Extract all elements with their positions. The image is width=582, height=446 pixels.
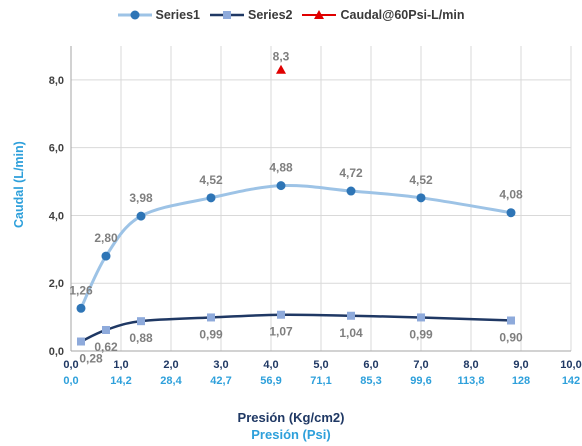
x-tick-label: 4,0 xyxy=(263,359,278,371)
x-tick-label: 6,0 xyxy=(363,359,378,371)
x-tick-label: 7,0 xyxy=(413,359,428,371)
series2-point xyxy=(347,311,355,320)
series3-point xyxy=(276,64,286,74)
series1-data-label: 2,80 xyxy=(94,231,118,245)
x2-tick-label: 85,3 xyxy=(360,375,381,387)
x2-tick-label: 56,9 xyxy=(260,375,281,387)
series1-data-label: 4,88 xyxy=(269,161,293,175)
legend-series1: Series1 xyxy=(117,8,200,22)
y-tick-label: 8,0 xyxy=(49,75,64,87)
series1-point xyxy=(506,208,516,218)
x2-tick-label: 142 xyxy=(562,375,580,387)
legend-series3-label: Caudal@60Psi-L/min xyxy=(340,8,465,22)
series3-data-label: 8,3 xyxy=(273,50,290,64)
series1-point xyxy=(101,251,111,261)
legend-series1-swatch xyxy=(117,10,152,20)
series2-data-label: 0,62 xyxy=(94,340,118,354)
series1-point xyxy=(416,193,426,203)
series2-point xyxy=(77,337,85,346)
series2-data-label: 0,99 xyxy=(199,327,223,341)
series2-point xyxy=(417,313,425,322)
x2-tick-label: 42,7 xyxy=(210,375,231,387)
legend: Series1 Series2 Caudal@60Psi-L/min xyxy=(0,8,582,22)
x-tick-label: 3,0 xyxy=(213,359,228,371)
y-tick-label: 2,0 xyxy=(49,278,64,290)
x-tick-label: 1,0 xyxy=(113,359,128,371)
series1-data-label: 4,08 xyxy=(499,188,523,202)
x-tick-label: 5,0 xyxy=(313,359,328,371)
series1-point xyxy=(276,181,286,191)
series2-point xyxy=(102,325,110,334)
x2-tick-label: 28,4 xyxy=(160,375,182,387)
series1-data-label: 1,26 xyxy=(69,283,93,297)
series1-point xyxy=(346,186,356,196)
x2-tick-label: 0,0 xyxy=(63,375,78,387)
series2-data-label: 1,07 xyxy=(269,325,293,339)
x-tick-label: 0,0 xyxy=(63,359,78,371)
legend-series2: Series2 xyxy=(209,8,293,22)
series2-data-label: 0,28 xyxy=(79,352,103,366)
series1-data-label: 3,98 xyxy=(129,191,153,205)
legend-series2-swatch xyxy=(209,11,244,19)
series1-point xyxy=(206,193,216,203)
x-axis-label: Presión (Kg/cm2) xyxy=(237,410,345,425)
series2-point xyxy=(507,316,515,325)
y-tick-label: 0,0 xyxy=(49,346,64,358)
series1-point xyxy=(136,211,146,221)
x-tick-label: 10,0 xyxy=(560,359,581,371)
y-tick-label: 6,0 xyxy=(49,143,64,155)
x2-tick-label: 71,1 xyxy=(310,375,331,387)
x-axis-secondary-label: Presión (Psi) xyxy=(251,427,331,442)
series2-data-label: 0,99 xyxy=(409,327,433,341)
legend-series2-label: Series2 xyxy=(247,8,293,22)
series1-data-label: 4,72 xyxy=(339,166,363,180)
series2-data-label: 1,04 xyxy=(339,326,363,340)
x2-tick-label: 14,2 xyxy=(110,375,131,387)
legend-series3: Caudal@60Psi-L/min xyxy=(302,8,465,22)
x-tick-label: 8,0 xyxy=(463,359,478,371)
legend-series1-label: Series1 xyxy=(155,8,200,22)
y-axis-label: Caudal (L/min) xyxy=(12,141,26,228)
x2-tick-label: 128 xyxy=(512,375,530,387)
series1-point xyxy=(76,303,86,313)
series2-point xyxy=(277,310,285,319)
series2-data-label: 0,90 xyxy=(499,331,523,345)
series2-point xyxy=(137,317,145,326)
series2-point xyxy=(207,313,215,322)
series1-data-label: 4,52 xyxy=(409,173,433,187)
x-tick-label: 9,0 xyxy=(513,359,528,371)
y-tick-label: 4,0 xyxy=(49,210,64,222)
series1-data-label: 4,52 xyxy=(199,173,223,187)
x2-tick-label: 113,8 xyxy=(458,375,485,387)
legend-series3-swatch xyxy=(302,10,337,19)
series2-data-label: 0,88 xyxy=(129,331,153,345)
x2-tick-label: 99,6 xyxy=(410,375,431,387)
x-tick-label: 2,0 xyxy=(163,359,178,371)
